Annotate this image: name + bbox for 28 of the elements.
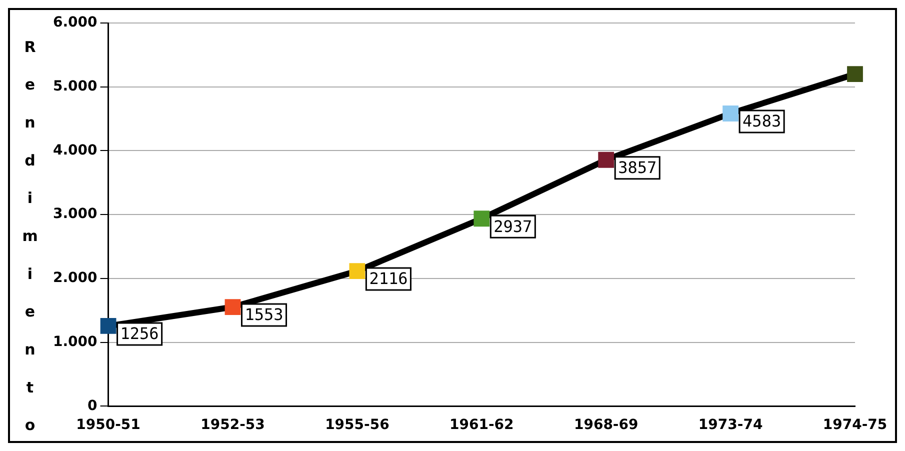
y-tick-label: 6.000 (52, 14, 98, 31)
x-tick-label: 1952-53 (200, 417, 265, 434)
point (722, 106, 738, 122)
data-label: 3857 (618, 158, 657, 178)
x-tick-label: 1973-74 (698, 417, 763, 434)
y-tick-label: 3.000 (52, 206, 98, 222)
x-tick-label: 1968-69 (574, 417, 638, 434)
data-label: 2116 (369, 269, 408, 288)
data-label: 1256 (120, 324, 159, 344)
y-tick-label: 0 (88, 398, 98, 414)
point (598, 152, 614, 168)
data-label: 1553 (244, 305, 284, 324)
y-tick-label: 2.000 (52, 270, 98, 286)
x-tick-label: 1950-51 (76, 417, 140, 434)
y-tick-label: 4.000 (52, 142, 98, 158)
data-label: 2937 (494, 216, 532, 236)
point (474, 210, 490, 227)
text: Rendimiento (22, 38, 38, 434)
x-tick-label: 1961-62 (450, 417, 514, 434)
point (100, 318, 116, 334)
point (349, 263, 366, 280)
point (847, 66, 863, 82)
y-tick-label: 5.000 (52, 78, 98, 95)
x-tick-label: 1974-75 (822, 417, 888, 434)
x-tick-label: 1955-56 (325, 417, 390, 434)
point (224, 299, 241, 315)
data-label: 4583 (742, 112, 782, 131)
y-tick-label: 1.000 (52, 334, 98, 350)
